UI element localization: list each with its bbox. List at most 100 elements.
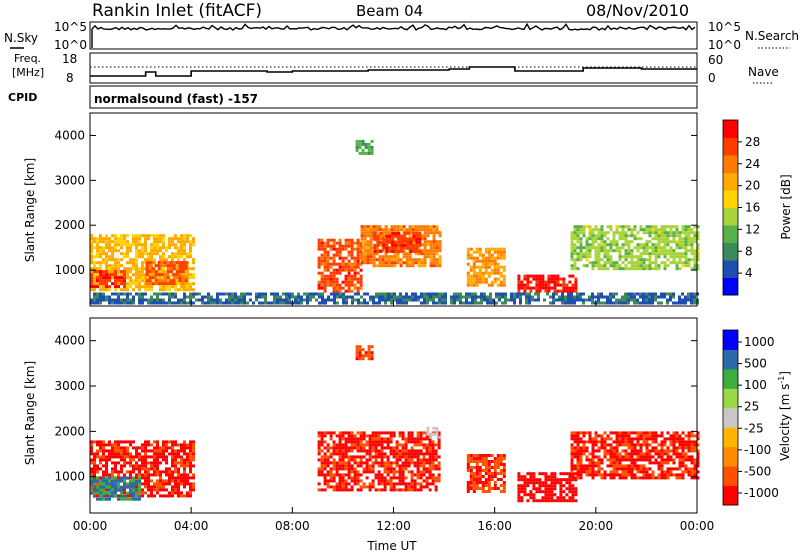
vel-echo-cell xyxy=(153,449,156,453)
power-echo-cell xyxy=(159,237,162,241)
power-echo-cell xyxy=(168,237,171,241)
power-echo-cell xyxy=(181,261,185,265)
power-echo-cell xyxy=(396,295,399,299)
power-echo-cell xyxy=(475,274,479,278)
power-echo-cell xyxy=(402,228,406,232)
power-echo-cell xyxy=(570,295,573,299)
power-echo-cell xyxy=(114,243,117,247)
vel-echo-cell xyxy=(693,470,697,474)
power-echo-cell xyxy=(339,295,342,299)
power-echo-cell xyxy=(615,301,618,305)
vel-echo-cell xyxy=(475,475,479,478)
power-echo-cell xyxy=(338,265,342,269)
power-echo-cell xyxy=(687,234,691,238)
power-echo-cell xyxy=(576,252,580,256)
power-echo-cell xyxy=(496,247,500,251)
power-echo-cell xyxy=(600,249,604,253)
power-echo-cell xyxy=(597,237,601,241)
vel-echo-cell xyxy=(693,464,697,468)
vel-echo-cell xyxy=(428,449,432,453)
vel-echo-cell xyxy=(401,461,405,465)
power-echo-cell xyxy=(360,237,364,241)
power-echo-cell xyxy=(341,280,345,284)
power-colorbar-swatch xyxy=(723,260,738,278)
power-echo-cell xyxy=(105,279,108,283)
power-colorbar-swatch xyxy=(723,155,738,173)
power-echo-cell xyxy=(426,234,430,238)
vel-echo-cell xyxy=(383,461,387,465)
power-echo-cell xyxy=(480,295,483,299)
vel-echo-cell xyxy=(117,452,120,456)
vel-echo-cell xyxy=(633,464,637,468)
power-echo-cell xyxy=(432,252,436,256)
power-echo-cell xyxy=(156,301,159,305)
vel-echo-cell xyxy=(425,479,429,483)
power-echo-cell xyxy=(594,258,598,262)
vel-echo-cell xyxy=(693,446,697,450)
vel-echo-cell xyxy=(380,479,384,483)
power-echo-cell xyxy=(579,249,583,253)
vel-echo-cell xyxy=(180,476,183,480)
power-echo-cell xyxy=(183,234,186,238)
vel-echo-cell xyxy=(398,443,402,447)
power-echo-cell xyxy=(528,298,531,302)
power-echo-cell xyxy=(415,246,419,250)
power-echo-cell xyxy=(600,240,604,244)
power-echo-cell xyxy=(96,237,99,241)
power-echo-cell xyxy=(360,261,364,265)
vel-echo-cell xyxy=(335,488,339,492)
vel-echo-cell xyxy=(630,476,634,480)
power-echo-cell xyxy=(393,228,397,232)
vel-echo-cell xyxy=(153,446,156,450)
power-echo-cell xyxy=(135,276,138,280)
vel-echo-cell xyxy=(645,443,649,447)
vel-echo-cell xyxy=(422,446,426,450)
power-echo-cell xyxy=(147,255,150,259)
power-echo-cell xyxy=(504,295,507,299)
vel-echo-cell xyxy=(156,479,159,483)
vel-echo-cell xyxy=(407,434,411,438)
power-echo-cell xyxy=(156,240,159,244)
vel-echo-cell xyxy=(428,443,432,447)
vel-echo-cell xyxy=(615,461,619,465)
vel-echo-cell xyxy=(651,434,655,438)
power-echo-cell xyxy=(585,237,589,241)
power-echo-cell xyxy=(486,301,489,305)
power-echo-cell xyxy=(129,246,132,250)
power-echo-cell xyxy=(687,249,691,253)
power-echo-cell xyxy=(93,264,96,268)
vel-echo-cell xyxy=(141,482,144,486)
power-echo-cell xyxy=(657,255,661,259)
power-echo-cell xyxy=(279,298,282,302)
power-colorbar-swatch xyxy=(723,242,738,261)
power-echo-cell xyxy=(408,225,412,229)
vel-echo-cell xyxy=(377,461,381,465)
power-echo-cell xyxy=(96,240,99,244)
power-echo-cell xyxy=(393,261,397,265)
vel-echo-cell xyxy=(690,458,694,462)
vel-echo-cell xyxy=(174,479,177,483)
vel-echo-cell xyxy=(627,455,631,459)
power-echo-cell xyxy=(609,240,613,244)
power-echo-cell xyxy=(493,268,497,272)
power-echo-cell xyxy=(372,264,376,268)
vel-echo-cell xyxy=(138,458,141,462)
vel-echo-cell xyxy=(111,449,114,453)
vel-echo-cell xyxy=(636,455,640,459)
vel-echo-cell xyxy=(144,476,147,480)
power-echo-cell xyxy=(350,241,354,245)
power-echo-cell xyxy=(418,234,422,238)
vel-echo-cell xyxy=(189,482,192,486)
power-echo-cell xyxy=(378,301,381,305)
power-echo-cell xyxy=(591,295,594,299)
vel-echo-cell xyxy=(162,458,165,462)
vel-echo-cell xyxy=(347,467,351,471)
power-echo-cell xyxy=(573,261,577,265)
power-echo-cell xyxy=(453,295,456,299)
vel-echo-cell xyxy=(597,434,601,438)
power-echo-cell xyxy=(594,261,598,265)
power-echo-cell xyxy=(181,267,185,271)
power-echo-cell xyxy=(579,231,583,235)
vel-echo-cell xyxy=(117,473,120,477)
vel-echo-cell xyxy=(141,455,144,459)
